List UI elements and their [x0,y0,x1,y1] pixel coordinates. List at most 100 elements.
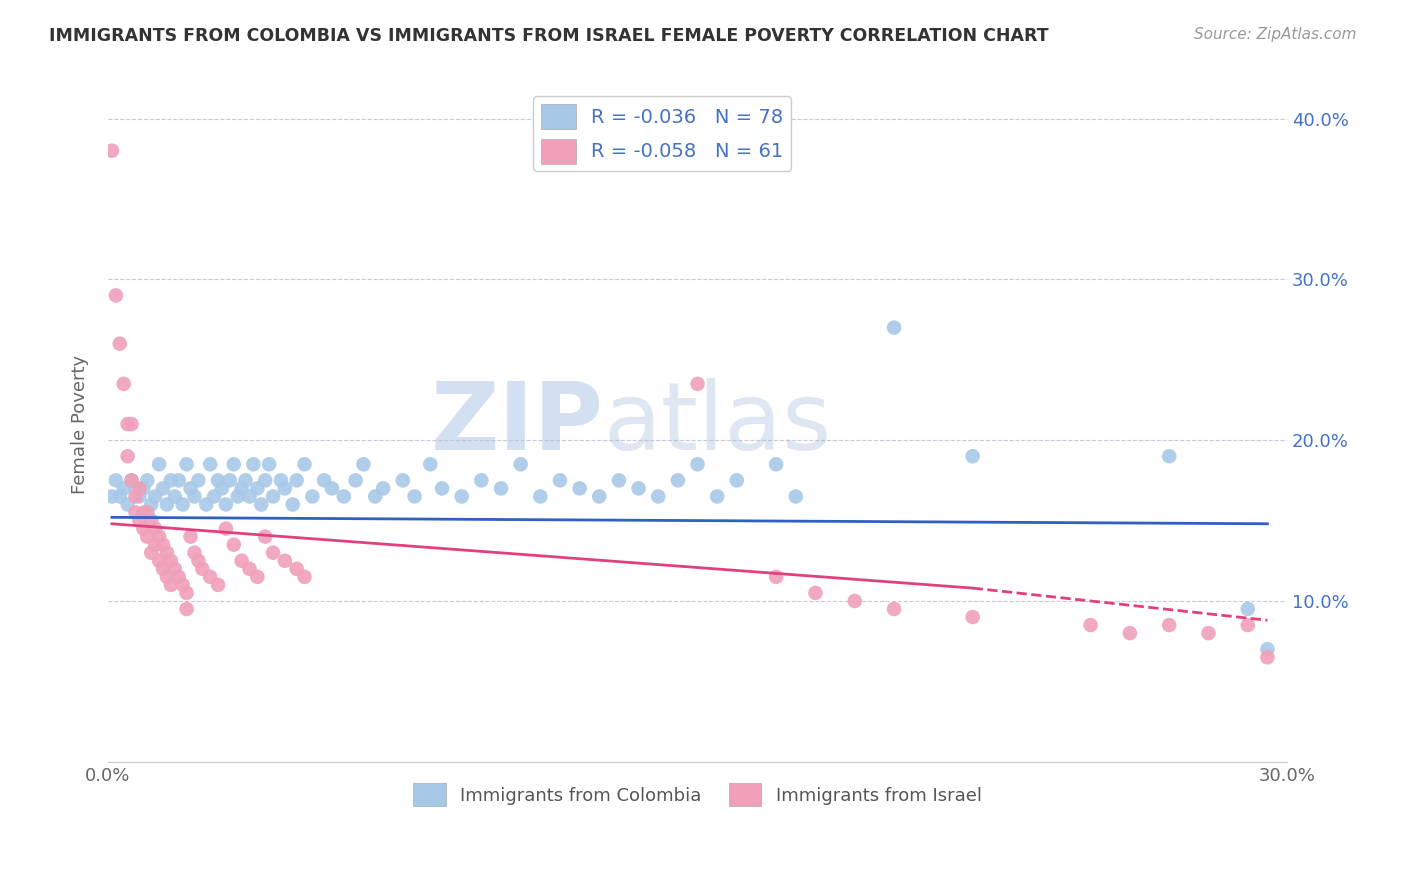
Point [136,530,159,544]
Point [128,514,150,528]
Point [121,417,143,431]
Point [198,457,221,471]
Point [121,474,143,488]
Point [391,474,413,488]
Point [294,570,316,584]
Point [160,474,183,488]
Point [262,490,284,504]
Point [132,506,155,520]
Point [231,554,253,568]
Point [141,546,163,560]
Point [725,474,748,488]
Point [588,490,610,504]
Point [160,554,183,568]
Point [883,320,905,334]
Point [274,554,297,568]
Point [294,457,316,471]
Point [167,474,190,488]
Point [301,490,323,504]
Point [215,498,238,512]
Point [180,530,202,544]
Point [191,562,214,576]
Point [176,602,198,616]
Point [172,498,194,512]
Point [404,490,426,504]
Point [187,474,209,488]
Point [143,522,166,536]
Point [132,482,155,496]
Point [548,474,571,488]
Point [509,457,531,471]
Point [1236,618,1258,632]
Point [285,474,308,488]
Point [160,578,183,592]
Point [489,482,512,496]
Point [198,570,221,584]
Point [647,490,669,504]
Text: IMMIGRANTS FROM COLOMBIA VS IMMIGRANTS FROM ISRAEL FEMALE POVERTY CORRELATION CH: IMMIGRANTS FROM COLOMBIA VS IMMIGRANTS F… [49,27,1049,45]
Point [242,457,264,471]
Point [156,570,179,584]
Point [235,474,257,488]
Point [765,570,787,584]
Point [226,490,249,504]
Point [568,482,591,496]
Point [529,490,551,504]
Point [124,490,146,504]
Point [371,482,394,496]
Point [156,546,179,560]
Point [1256,650,1278,665]
Point [117,417,139,431]
Point [333,490,356,504]
Point [450,490,472,504]
Point [344,474,367,488]
Point [156,498,179,512]
Point [167,570,190,584]
Point [152,482,174,496]
Point [246,570,269,584]
Point [117,498,139,512]
Point [108,490,131,504]
Point [180,482,202,496]
Point [419,457,441,471]
Point [686,457,709,471]
Point [108,336,131,351]
Point [183,546,205,560]
Point [627,482,650,496]
Point [163,562,186,576]
Point [215,522,238,536]
Point [121,474,143,488]
Point [101,144,124,158]
Point [148,530,170,544]
Point [1159,449,1181,463]
Point [152,538,174,552]
Point [124,506,146,520]
Point [141,514,163,528]
Point [183,490,205,504]
Text: ZIP: ZIP [430,378,603,470]
Point [270,474,292,488]
Legend: Immigrants from Colombia, Immigrants from Israel: Immigrants from Colombia, Immigrants fro… [406,776,988,814]
Point [804,586,827,600]
Y-axis label: Female Poverty: Female Poverty [72,354,89,493]
Point [364,490,387,504]
Point [785,490,807,504]
Point [1080,618,1102,632]
Point [207,474,229,488]
Point [152,562,174,576]
Text: Source: ZipAtlas.com: Source: ZipAtlas.com [1194,27,1357,42]
Point [195,498,218,512]
Point [281,498,304,512]
Point [101,490,124,504]
Point [883,602,905,616]
Point [172,578,194,592]
Point [666,474,689,488]
Point [176,457,198,471]
Point [238,562,260,576]
Point [430,482,453,496]
Point [148,554,170,568]
Point [285,562,308,576]
Point [706,490,728,504]
Point [112,376,135,391]
Point [187,554,209,568]
